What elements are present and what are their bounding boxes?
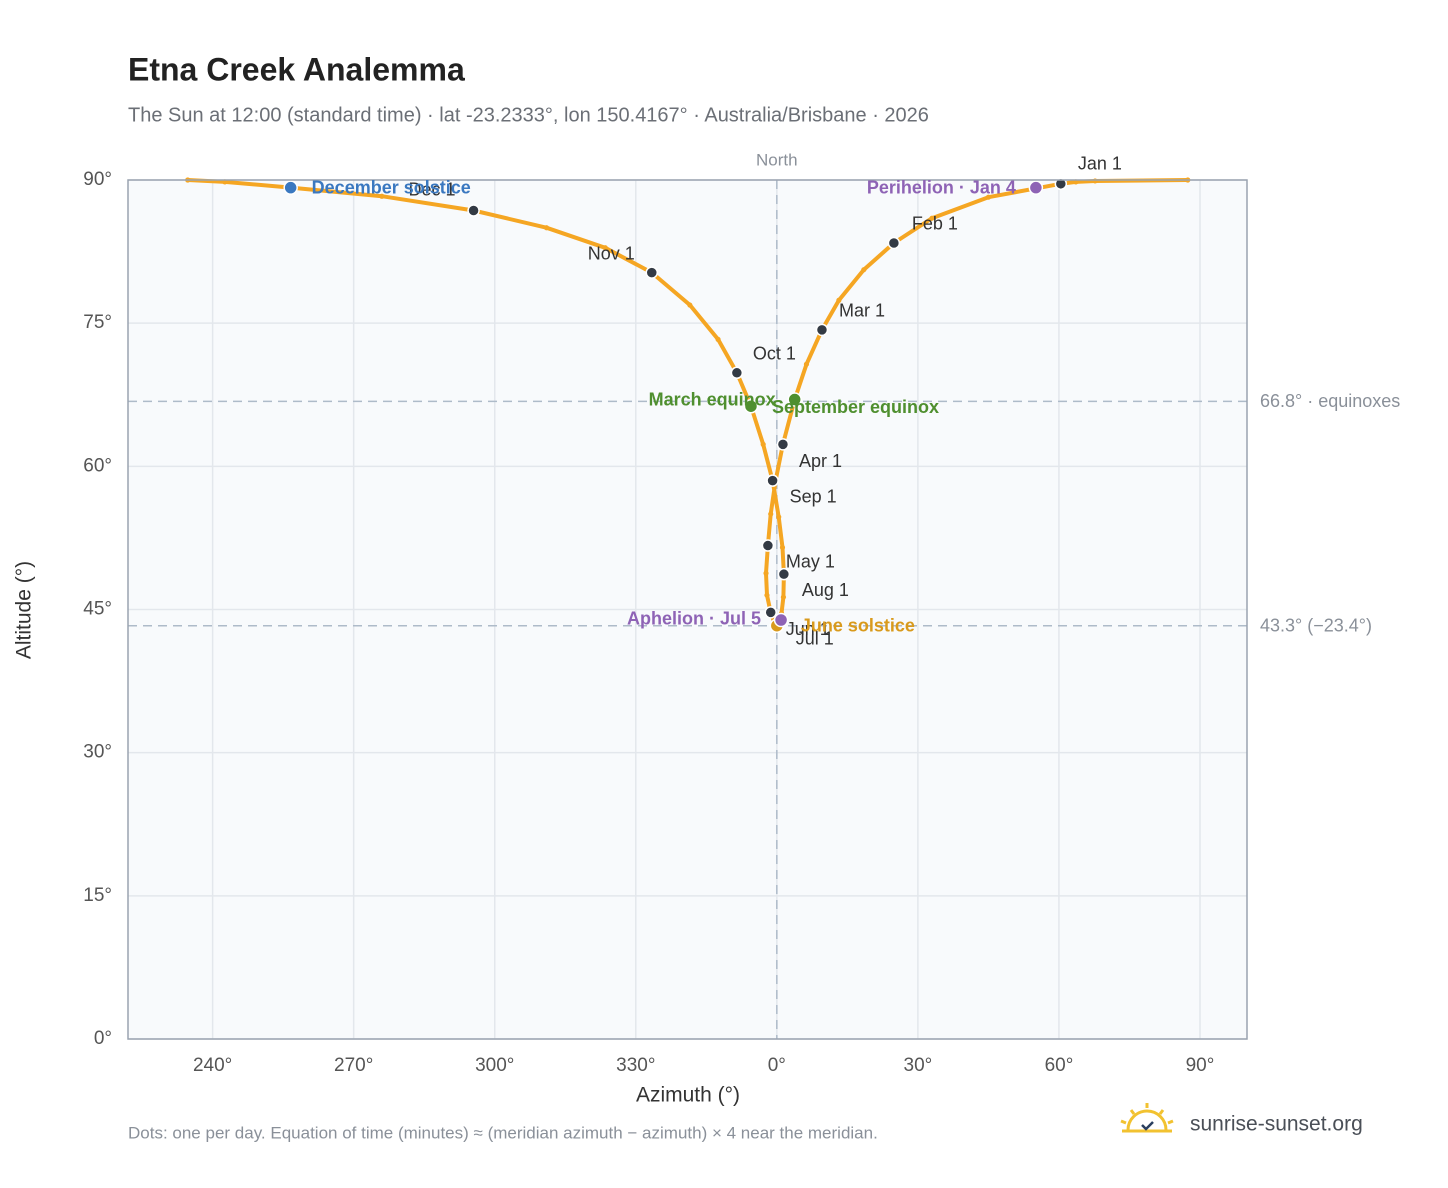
x-tick-label: 0°: [768, 1055, 786, 1076]
event-label: September equinox: [772, 397, 939, 417]
month-marker: [1054, 177, 1068, 191]
month-label: Feb 1: [912, 214, 958, 234]
month-label: Nov 1: [588, 243, 635, 263]
day-dot: [715, 336, 721, 342]
reference-lines: [128, 180, 1247, 1039]
event-marker: [743, 398, 759, 414]
x-axis-title: Azimuth (°): [636, 1084, 740, 1107]
day-dot: [929, 215, 935, 221]
event-label: June solstice: [801, 615, 915, 635]
day-dot: [780, 594, 787, 600]
day-dot: [1092, 178, 1098, 184]
reference-label: 43.3° (−23.4°): [1260, 615, 1372, 635]
month-marker: [730, 366, 744, 380]
day-dot: [760, 441, 766, 447]
month-marker: [766, 474, 779, 487]
month-marker: [764, 606, 777, 619]
reference-label: 66.8° · equinoxes: [1260, 391, 1400, 411]
day-dot: [764, 592, 770, 598]
month-label: Jul 1: [796, 629, 834, 649]
day-dot: [602, 245, 608, 251]
month-marker: [887, 236, 901, 250]
y-tick-label: 0°: [94, 1028, 112, 1049]
event-label: December solstice: [312, 177, 471, 197]
chart-title: Etna Creek Analemma: [128, 51, 465, 87]
labels: 0° 15° 30° 45° 60° 75° 90° 240° 270° 300° 330° 0° 30…: [83, 150, 1400, 1076]
x-tick-label: 90°: [1186, 1055, 1215, 1076]
footnote: Dots: one per day. Equation of time (min…: [128, 1123, 878, 1142]
month-label: May 1: [786, 551, 835, 571]
day-dot: [861, 267, 867, 273]
day-dot: [776, 514, 782, 520]
month-marker: [645, 266, 659, 279]
grid: [128, 179, 1247, 1040]
brand: sunrise-sunset.org: [1190, 1113, 1363, 1136]
day-dot: [543, 225, 550, 231]
meridian-label: North: [756, 150, 798, 169]
event-label: Perihelion · Jan 4: [867, 177, 1016, 197]
month-marker: [467, 204, 480, 217]
day-dot: [779, 544, 786, 551]
y-tick-label: 45°: [83, 599, 112, 620]
month-label: Jan 1: [1078, 154, 1122, 174]
chart-subtitle: The Sun at 12:00 (standard time) · lat -…: [128, 104, 929, 126]
day-dot: [985, 194, 992, 200]
month-marker: [777, 567, 791, 581]
month-marker: [776, 438, 790, 451]
x-tick-label: 30°: [904, 1055, 933, 1076]
month-label: Oct 1: [753, 344, 796, 364]
y-tick-label: 15°: [83, 885, 112, 906]
day-dot: [687, 302, 693, 308]
event-marker: [773, 612, 789, 628]
month-label: Mar 1: [839, 301, 885, 321]
x-tick-label: 60°: [1045, 1055, 1074, 1076]
event-marker: [283, 180, 298, 195]
brand-logo: [1120, 1103, 1174, 1133]
day-dot: [379, 193, 385, 199]
month-label: Apr 1: [799, 451, 842, 471]
day-dot: [768, 511, 774, 517]
event-label: March equinox: [649, 389, 776, 409]
x-tick-label: 300°: [475, 1055, 514, 1076]
month-label: Jun 1: [786, 619, 830, 639]
month-label: Dec 1: [409, 179, 456, 199]
month-label: Aug 1: [802, 580, 849, 600]
event-label: Aphelion · Jul 5: [627, 609, 761, 629]
x-tick-label: 240°: [193, 1055, 232, 1076]
month-marker: [761, 539, 775, 552]
y-axis-title: Altitude (°): [13, 561, 36, 659]
y-tick-label: 90°: [83, 169, 112, 190]
x-tick-label: 270°: [334, 1055, 373, 1076]
event-marker: [1028, 180, 1044, 195]
y-tick-label: 60°: [83, 455, 112, 476]
plot-border: [127, 179, 1248, 1040]
y-tick-label: 75°: [83, 312, 112, 333]
marks: [185, 177, 1191, 633]
day-dot: [836, 297, 842, 303]
month-label: Sep 1: [790, 486, 837, 506]
month-marker: [815, 323, 829, 337]
day-dot: [803, 361, 810, 367]
event-marker: [787, 392, 802, 407]
day-dot: [763, 570, 769, 576]
y-tick-label: 30°: [83, 742, 112, 763]
x-tick-label: 330°: [616, 1055, 655, 1076]
